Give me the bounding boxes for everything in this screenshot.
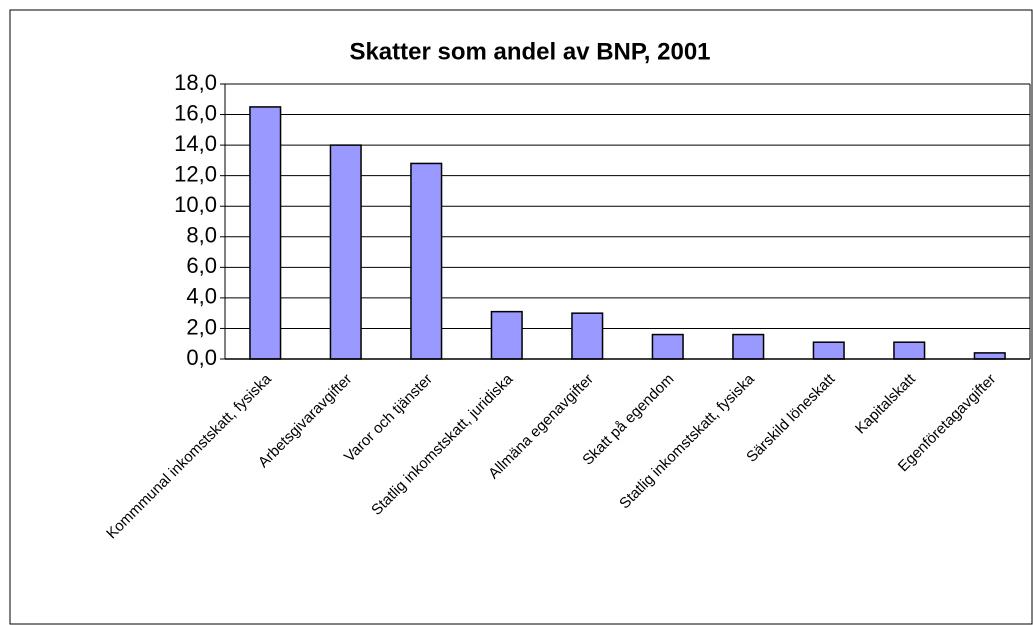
y-tick-label: 18,0 bbox=[174, 70, 217, 95]
y-tick-label: 0,0 bbox=[186, 345, 217, 370]
bar bbox=[893, 341, 926, 360]
y-tick-label: 2,0 bbox=[186, 314, 217, 339]
y-tick-label: 6,0 bbox=[186, 253, 217, 278]
chart-title: Skatter som andel av BNP, 2001 bbox=[349, 38, 710, 65]
y-tick-label: 4,0 bbox=[186, 284, 217, 309]
y-tick-label: 8,0 bbox=[186, 223, 217, 248]
bar bbox=[249, 106, 282, 360]
bar bbox=[329, 144, 362, 360]
bar bbox=[651, 333, 684, 360]
bar bbox=[973, 352, 1006, 360]
y-tick-label: 16,0 bbox=[174, 100, 217, 125]
bar bbox=[812, 341, 845, 360]
y-tick-label: 10,0 bbox=[174, 192, 217, 217]
y-tick-label: 14,0 bbox=[174, 131, 217, 156]
bar bbox=[490, 310, 523, 360]
bar bbox=[410, 162, 443, 360]
y-tick-label: 12,0 bbox=[174, 161, 217, 186]
bar bbox=[732, 333, 765, 360]
bar bbox=[571, 312, 604, 360]
